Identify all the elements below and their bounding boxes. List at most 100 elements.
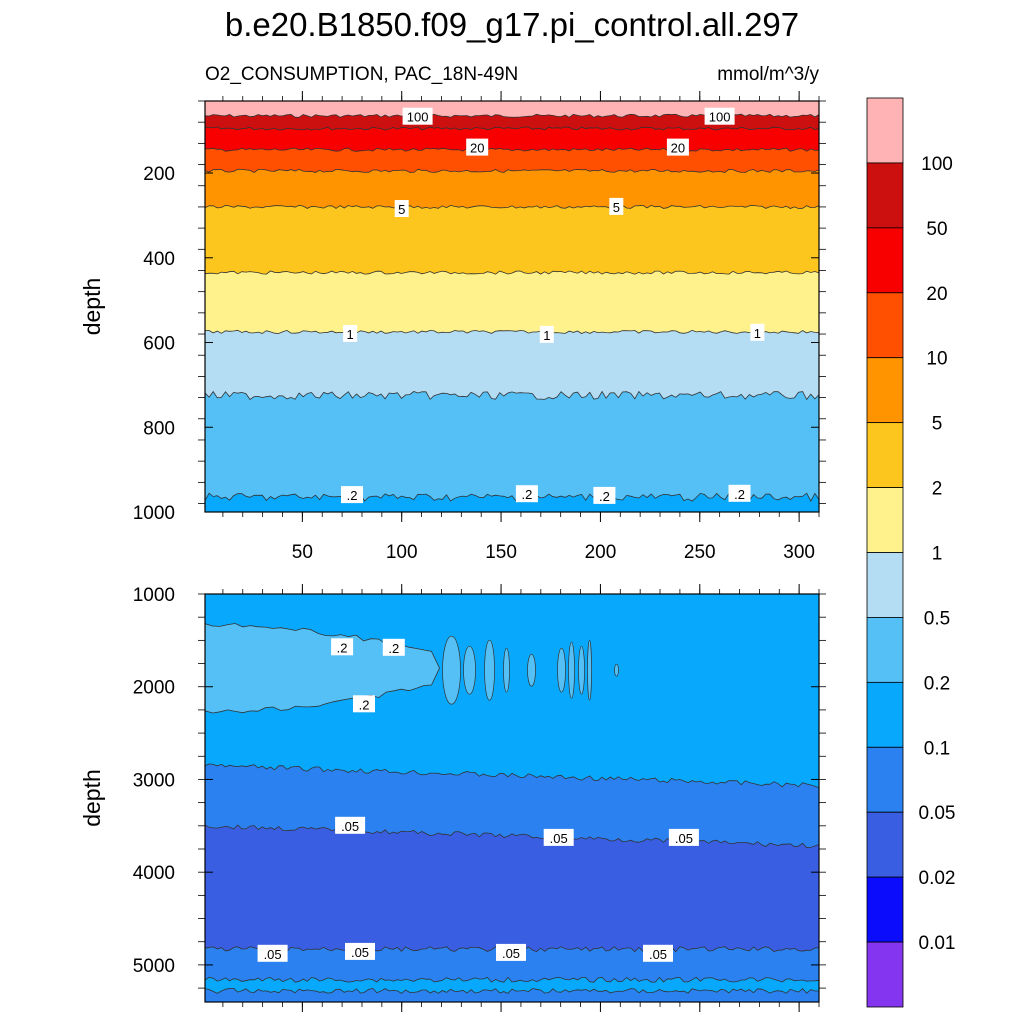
plume-blob — [527, 653, 536, 687]
contour-label: 100 — [402, 107, 433, 125]
contour-label-text: .05 — [675, 831, 693, 846]
variable-subtitle: O2_CONSUMPTION, PAC_18N-49N — [205, 64, 518, 85]
colorbar-swatch — [866, 487, 904, 553]
colorbar-label: 0.2 — [924, 673, 950, 694]
contour-line — [205, 204, 819, 209]
band-0.1-0.2 — [205, 977, 819, 994]
y-axis-label: depth — [79, 278, 105, 336]
colorbar-label: 100 — [921, 154, 953, 175]
contour-label-text: 1 — [543, 328, 550, 343]
plume-blob — [614, 663, 619, 677]
contour-label-bg — [515, 485, 538, 503]
contour-label-bg — [353, 695, 375, 713]
contour-label-bg — [341, 486, 363, 504]
colorbar-swatch — [866, 681, 904, 748]
plume-blob — [484, 639, 495, 701]
contour-label-text: .05 — [502, 946, 520, 961]
contour-label-bg — [704, 107, 735, 125]
contour-label-text: 1 — [346, 327, 353, 342]
colorbar-swatch — [866, 162, 904, 229]
colorbar-swatch — [866, 552, 904, 618]
contour-line — [205, 168, 819, 173]
band-20-50 — [205, 127, 819, 152]
contour-label-text: 20 — [671, 141, 685, 156]
contour-label-text: .05 — [264, 947, 282, 962]
contour-label: .05 — [496, 943, 526, 961]
y-tick-label: 800 — [143, 418, 175, 439]
colorbar-label: 5 — [932, 414, 943, 435]
contour-label: .2 — [341, 486, 363, 504]
contour-label: .2 — [593, 486, 616, 504]
plume-blob — [578, 645, 585, 695]
contour-label-bg — [666, 138, 689, 156]
plume-blob — [442, 635, 461, 705]
contour-label-bg — [539, 325, 554, 343]
contour-label: 20 — [466, 138, 489, 156]
contour-label: 100 — [704, 107, 735, 125]
band-1-2 — [205, 271, 819, 334]
band-2-5 — [205, 205, 819, 275]
contour-label: .2 — [382, 638, 405, 656]
colorbar-swatch — [866, 746, 904, 813]
contour-label-text: 5 — [398, 202, 405, 217]
contour-label: .2 — [331, 638, 354, 656]
y-tick-label: 2000 — [133, 678, 175, 699]
contour-label-text: .2 — [521, 487, 532, 502]
plume-blob — [463, 645, 476, 695]
y-tick-label: 3000 — [133, 770, 175, 791]
colorbar-label: 2 — [932, 479, 943, 500]
contour-label-bg — [335, 816, 366, 834]
contour-label-bg — [331, 638, 354, 656]
colorbar-label: 0.01 — [919, 933, 956, 954]
contour-label-text: .2 — [734, 487, 745, 502]
contour-label-bg — [257, 944, 288, 962]
y-tick-label: 200 — [143, 164, 175, 185]
contour-label-text: .05 — [341, 819, 359, 834]
contour-label-text: .2 — [347, 488, 358, 503]
plume-blob — [568, 641, 575, 699]
contour-label-text: .2 — [337, 640, 348, 655]
contour-label: .2 — [515, 485, 538, 503]
colorbar-label: 20 — [926, 284, 947, 305]
contour-label: .05 — [345, 942, 375, 960]
band-0.5-1 — [205, 330, 819, 400]
colorbar: 100 50 20 10 5 2 1 0.5 0.2 0.1 0.05 0.02 0.01 — [866, 97, 956, 1008]
contour-label: .2 — [353, 695, 375, 713]
contour-line — [205, 763, 819, 789]
colorbar-label: 0.1 — [924, 738, 950, 759]
y-tick-label: 4000 — [133, 863, 175, 884]
colorbar-swatch — [866, 357, 904, 424]
contour-line — [205, 270, 819, 275]
contour-line — [205, 824, 819, 849]
contour-label: 1 — [539, 325, 554, 343]
contour-label-text: 100 — [709, 110, 731, 125]
colorbar-swatch — [866, 227, 904, 294]
colorbar-swatch — [866, 292, 904, 359]
contour-label-text: .2 — [359, 697, 370, 712]
band--100 — [205, 101, 819, 118]
contour-label-text: 5 — [613, 200, 620, 215]
contour-line — [205, 147, 819, 152]
contour-label-bg — [345, 942, 375, 960]
contour-label-bg — [543, 828, 574, 846]
contour-label-text: 100 — [407, 110, 429, 125]
colorbar-swatch — [866, 876, 904, 943]
contour-label-text: .05 — [649, 947, 667, 962]
contour-label: .05 — [643, 944, 673, 962]
y-tick-label: 1000 — [133, 585, 175, 606]
plume-blob — [503, 647, 510, 693]
x-tick-label: 250 — [684, 542, 716, 563]
band-10-20 — [205, 148, 819, 173]
contour-line — [205, 126, 819, 131]
contour-fill-upper: 100 100 20 20 5 5 1 1 1 .2 .2 .2 .2 — [205, 101, 819, 512]
contour-line — [205, 976, 819, 983]
chart-title: b.e20.B1850.f09_g17.pi_control.all.297 — [225, 6, 799, 43]
colorbar-swatch — [866, 811, 904, 878]
contour-label-bg — [609, 197, 624, 215]
y-tick-label: 5000 — [133, 956, 175, 977]
colorbar-label: 0.5 — [924, 608, 950, 629]
contour-label: 5 — [394, 200, 409, 217]
plot-frame — [204, 593, 820, 1003]
contour-label: .05 — [543, 828, 574, 846]
